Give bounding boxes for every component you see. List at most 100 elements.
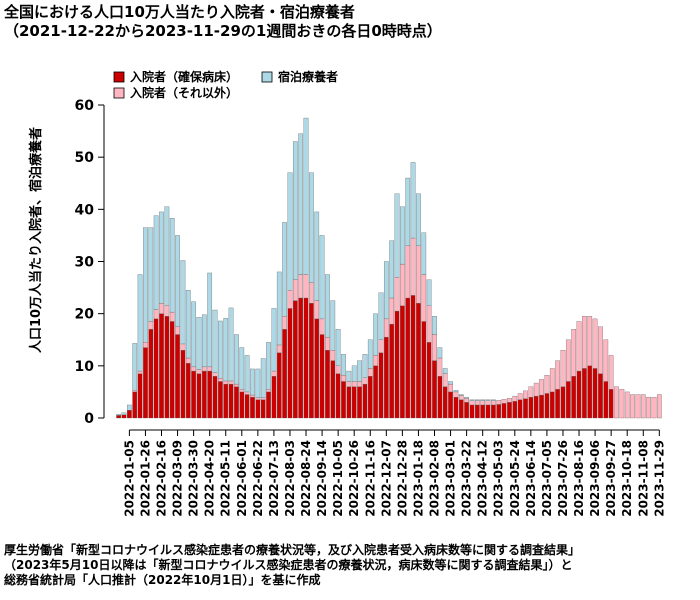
bar-hospital-other — [517, 393, 523, 400]
bar-hospital-other — [565, 339, 571, 382]
bar-lodging — [367, 339, 373, 369]
bar-hospital-secured — [453, 396, 459, 419]
bar-hospital-secured — [148, 329, 154, 419]
bar-hospital-secured — [565, 381, 571, 419]
bar-lodging — [469, 399, 475, 401]
x-tick-label: 2023-03-01 — [444, 440, 458, 517]
bar-hospital-secured — [325, 350, 330, 419]
bar-hospital-other — [292, 279, 298, 301]
x-tick-label: 2022-08-24 — [299, 440, 313, 517]
x-tick-label: 2023-01-18 — [411, 440, 425, 517]
bar-hospital-other — [469, 400, 475, 406]
x-tick-label: 2022-02-16 — [155, 440, 169, 517]
bar-hospital-other — [303, 274, 309, 299]
bar-hospital-other — [496, 400, 502, 405]
x-tick-label: 2022-10-26 — [347, 440, 361, 517]
bar-hospital-other — [271, 370, 277, 377]
bar-hospital-other — [276, 344, 282, 353]
bar-hospital-secured — [271, 376, 277, 419]
bar-hospital-other — [448, 383, 453, 393]
bar-hospital-secured — [282, 329, 287, 419]
bar-lodging — [330, 300, 336, 351]
bar-hospital-secured — [469, 404, 475, 419]
bar-hospital-secured — [164, 316, 170, 419]
bar-hospital-secured — [549, 391, 555, 419]
bar-hospital-other — [646, 396, 651, 419]
bar-hospital-other — [143, 342, 148, 348]
source-line: （2023年5月10日以降は「新型コロナウイルス感染症患者の療養状況，病床数等に… — [4, 558, 573, 572]
bar-lodging — [491, 399, 496, 401]
x-tick-label: 2022-05-11 — [219, 440, 233, 517]
bar-hospital-secured — [421, 321, 427, 419]
bar-hospital-other — [523, 390, 528, 399]
x-tick-label: 2023-10-18 — [620, 440, 634, 517]
bar-hospital-secured — [266, 391, 271, 419]
bar-hospital-secured — [250, 396, 255, 419]
bar-hospital-secured — [517, 399, 523, 419]
bar-lodging — [287, 172, 293, 291]
bar-lodging — [164, 206, 170, 306]
bar-lodging — [378, 292, 384, 340]
bar-lodging — [373, 313, 378, 356]
bar-lodging — [153, 215, 159, 310]
bar-hospital-secured — [143, 347, 148, 419]
bar-hospital-other — [426, 305, 432, 343]
y-tick-label: 0 — [84, 411, 94, 427]
bar-hospital-secured — [507, 402, 512, 419]
bar-hospital-secured — [244, 394, 250, 419]
bar-hospital-other — [480, 400, 486, 406]
bar-hospital-other — [175, 326, 180, 335]
bar-hospital-secured — [603, 381, 609, 419]
bar-hospital-secured — [207, 370, 213, 419]
bar-hospital-secured — [292, 300, 298, 419]
bar-hospital-secured — [496, 404, 502, 419]
bar-hospital-other — [373, 355, 378, 366]
bar-hospital-other — [196, 369, 202, 374]
bar-hospital-secured — [400, 305, 405, 419]
bar-hospital-other — [512, 395, 518, 402]
bar-hospital-other — [528, 386, 534, 398]
bar-hospital-secured — [127, 410, 132, 419]
bar-lodging — [357, 360, 362, 382]
bar-lodging — [319, 235, 325, 320]
y-axis-label: 人口10万人当たり入院者、宿泊療養者 — [28, 127, 44, 353]
bar-lodging — [383, 261, 389, 320]
bars — [116, 117, 662, 419]
bar-hospital-secured — [491, 404, 496, 419]
bar-hospital-other — [137, 370, 143, 374]
bar-hospital-other — [250, 394, 255, 398]
bar-hospital-other — [367, 368, 373, 377]
bar-lodging — [389, 240, 395, 299]
bar-lodging — [271, 308, 277, 372]
bar-hospital-other — [651, 396, 657, 419]
bar-lodging — [121, 412, 127, 416]
bar-hospital-secured — [132, 391, 138, 419]
x-tick-label: 2023-09-27 — [604, 440, 618, 517]
bar-hospital-other — [282, 316, 287, 330]
bar-hospital-other — [437, 357, 443, 377]
bar-hospital-secured — [523, 398, 528, 419]
bar-hospital-other — [383, 318, 389, 338]
source-line: 総務省統計局「人口推計（2022年10月1日）」を基に作成 — [4, 573, 321, 587]
bar-lodging — [244, 355, 250, 393]
bar-lodging — [426, 279, 432, 306]
x-tick-label: 2023-06-14 — [524, 440, 538, 517]
bar-hospital-other — [228, 380, 234, 385]
bar-hospital-secured — [185, 363, 191, 419]
bar-hospital-secured — [410, 295, 416, 419]
bar-hospital-other — [346, 381, 352, 387]
legend-swatch-hospital-secured — [113, 71, 125, 83]
bar-hospital-secured — [223, 383, 229, 419]
bar-lodging — [185, 290, 191, 359]
bar-hospital-secured — [175, 334, 180, 419]
bar-hospital-secured — [426, 342, 432, 419]
bar-hospital-other — [260, 397, 266, 400]
bar-lodging — [421, 232, 427, 275]
bar-hospital-other — [539, 379, 544, 396]
bar-hospital-other — [464, 398, 469, 403]
bar-hospital-secured — [571, 376, 577, 419]
source-line: 厚生労働省「新型コロナウイルス感染症患者の療養状況等，及び入院患者受入病床数等に… — [4, 543, 581, 557]
x-tick-label: 2022-08-03 — [283, 440, 297, 517]
bar-hospital-other — [656, 394, 662, 419]
bar-hospital-other — [223, 380, 229, 385]
